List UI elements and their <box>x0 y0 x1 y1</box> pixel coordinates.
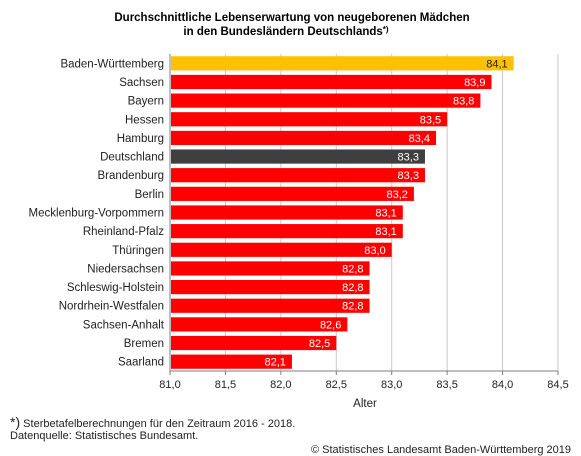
bar-value-label: 82,5 <box>309 338 330 350</box>
bar <box>171 130 437 145</box>
bar-value-label: 83,1 <box>375 226 396 238</box>
x-tick-label: 84,0 <box>492 379 513 391</box>
bar-value-label: 83,4 <box>409 133 430 145</box>
bar-value-label: 82,8 <box>342 301 363 313</box>
bar-value-label: 82,8 <box>342 282 363 294</box>
footnote-marker: *) <box>10 414 21 430</box>
x-axis-ticks: 81,0 81,5 82,0 82,5 83,0 83,5 84,0 84,5 <box>159 371 569 391</box>
category-label: Thüringen <box>112 245 164 257</box>
x-tick-label: 81,5 <box>215 379 236 391</box>
category-labels: Baden-Württemberg Sachsen Bayern Hessen Hamb… <box>28 58 164 368</box>
x-tick-label: 82,0 <box>270 379 291 391</box>
bar-value-label: 83,9 <box>464 77 485 89</box>
bar-value-label: 82,6 <box>320 319 341 331</box>
data-source: Datenquelle: Statistisches Bundesamt. <box>10 430 199 442</box>
bar <box>171 335 337 351</box>
bar <box>171 56 514 71</box>
footnote: *) Sterbetafelberechnungen für den Zeitr… <box>10 414 295 430</box>
category-label: Mecklenburg-Vorpommern <box>28 208 164 220</box>
chart-title-line-2: in den Bundesländern Deutschlands*) <box>183 25 388 38</box>
bar-value-label: 83,1 <box>375 208 396 220</box>
category-label: Niedersachsen <box>87 263 164 275</box>
x-tick-label: 84,5 <box>547 379 568 391</box>
chart-title-line-2-text: in den Bundesländern Deutschlands <box>183 26 382 38</box>
category-label: Bremen <box>124 338 164 350</box>
bar <box>171 317 348 332</box>
bar <box>171 168 425 183</box>
footnote-text: Sterbetafelberechnungen für den Zeitraum… <box>20 418 296 430</box>
bar <box>171 224 403 239</box>
category-label: Saarland <box>118 357 164 369</box>
category-label: Berlin <box>135 189 164 201</box>
bar <box>171 74 492 90</box>
category-label: Schleswig-Holstein <box>67 282 164 294</box>
bar-value-label: 83,5 <box>420 114 441 126</box>
bars: 84,183,9 83,8 83,5 83,4 83,3 83,3 83,2 83,1 83,1… <box>171 56 514 369</box>
bar-value-label: 83,2 <box>386 189 407 201</box>
bar <box>171 186 414 201</box>
category-label: Bayern <box>128 96 164 108</box>
category-label: Baden-Württemberg <box>60 58 164 70</box>
bar-value-label: 83,8 <box>453 96 474 108</box>
bar-value-label: 82,1 <box>265 357 286 369</box>
bar <box>171 93 481 108</box>
bar <box>171 354 292 369</box>
category-label: Sachsen <box>119 77 164 89</box>
bar-value-label: 83,3 <box>398 152 419 164</box>
x-tick-label: 81,0 <box>159 379 180 391</box>
bar <box>171 242 392 257</box>
bar <box>171 298 370 313</box>
x-tick-label: 83,0 <box>381 379 402 391</box>
copyright: © Statistisches Landesamt Baden-Württemb… <box>310 444 571 456</box>
chart-title-marker: *) <box>383 25 389 34</box>
category-label: Hamburg <box>117 133 164 145</box>
bar-value-label: 83,0 <box>364 245 385 257</box>
category-label: Nordrhein-Westfalen <box>59 301 164 313</box>
x-tick-label: 83,5 <box>436 379 457 391</box>
chart-title-line-1: Durchschnittliche Lebenserwartung von ne… <box>114 12 469 24</box>
bar <box>171 280 370 295</box>
x-tick-label: 82,5 <box>326 379 347 391</box>
category-label: Deutschland <box>100 152 164 164</box>
category-label: Hessen <box>125 114 164 126</box>
bar <box>171 112 448 127</box>
category-label: Rheinland-Pfalz <box>83 226 164 238</box>
bar-value-label: 82,8 <box>342 263 363 275</box>
bar-value-label: 83,3 <box>398 170 419 182</box>
bar-value-label: 84,1 <box>486 58 507 70</box>
category-label: Brandenburg <box>98 170 165 182</box>
category-label: Sachsen-Anhalt <box>83 319 165 331</box>
bar <box>171 261 370 276</box>
x-axis-title: Alter <box>353 398 377 410</box>
bar <box>171 205 403 220</box>
bar <box>171 149 425 164</box>
